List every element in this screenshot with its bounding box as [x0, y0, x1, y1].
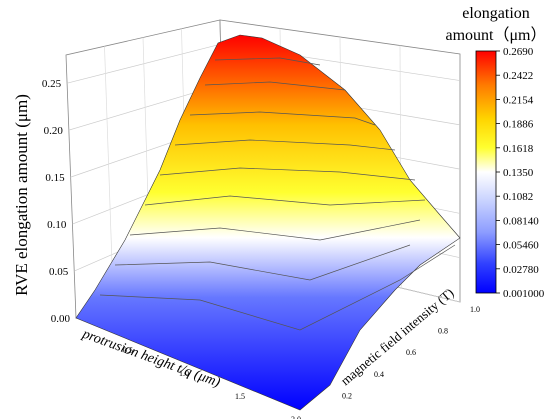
surface-contour	[99, 244, 456, 331]
z-tick-label: 0.25	[42, 78, 62, 90]
colorbar-tick-label: 0.02780	[503, 264, 539, 276]
surface-contour	[174, 139, 396, 151]
colorbar-tick-label: 0.2154	[503, 94, 534, 106]
y-tick-label: 0.6	[406, 348, 416, 357]
surface-mesh	[75, 34, 461, 411]
y-gridline	[104, 46, 114, 301]
z-axis-label: RVE elongation amount (μm)	[12, 94, 31, 296]
surface-contour	[114, 244, 411, 281]
surface-contour	[204, 81, 346, 91]
colorbar-tick-label: 0.1618	[503, 143, 534, 155]
y-tick-label: 1.0	[470, 305, 480, 314]
y-tick-label: 0.2	[342, 391, 352, 400]
x-tick-label: 1.5	[235, 392, 245, 401]
surface-contour	[144, 195, 426, 206]
colorbar-tick-label: 0.1082	[503, 191, 533, 203]
surface-contour	[159, 167, 416, 181]
axis-ticks: 0.00 0.05 0.10 0.15 0.20 0.25 0.5 1.0 1.5 2.0 0.2 0…	[42, 78, 480, 419]
colorbar-title-line2: amount（μm）	[445, 26, 546, 44]
colorbar-tick-label: 0.1886	[503, 119, 534, 131]
colorbar-tick-label: 0.2422	[503, 70, 533, 82]
z-tick-label: 0.00	[51, 313, 71, 325]
surface-contour	[129, 219, 421, 241]
colorbar-tick-label: 0.05460	[503, 240, 539, 252]
colorbar	[475, 50, 497, 294]
z-tick-label: 0.10	[47, 219, 67, 231]
colorbar-tick-label: 0.001000	[503, 288, 545, 300]
y-tick-label: 0.4	[374, 370, 384, 379]
x-tick-label: 2.0	[291, 415, 301, 419]
x-tick-label: 1.0	[179, 369, 189, 378]
colorbar-tick-label: 0.2690	[503, 46, 534, 58]
z-tick-label: 0.05	[49, 266, 69, 278]
x-tick-label: 0.5	[123, 346, 133, 355]
z-tick-label: 0.15	[45, 172, 65, 184]
colorbar-tick-label: 0.08140	[503, 215, 539, 227]
colorbar-ticks: 0.2690 0.2422 0.2154 0.1886 0.1618 0.1350 0.10…	[496, 46, 545, 300]
colorbar-title-line1: elongation	[462, 5, 530, 22]
z-tick-label: 0.20	[44, 125, 64, 137]
surface-contour	[214, 57, 321, 66]
y-tick-label: 0.8	[438, 327, 448, 336]
colorbar-tick-label: 0.1350	[503, 167, 534, 179]
surface-contour	[189, 111, 376, 126]
